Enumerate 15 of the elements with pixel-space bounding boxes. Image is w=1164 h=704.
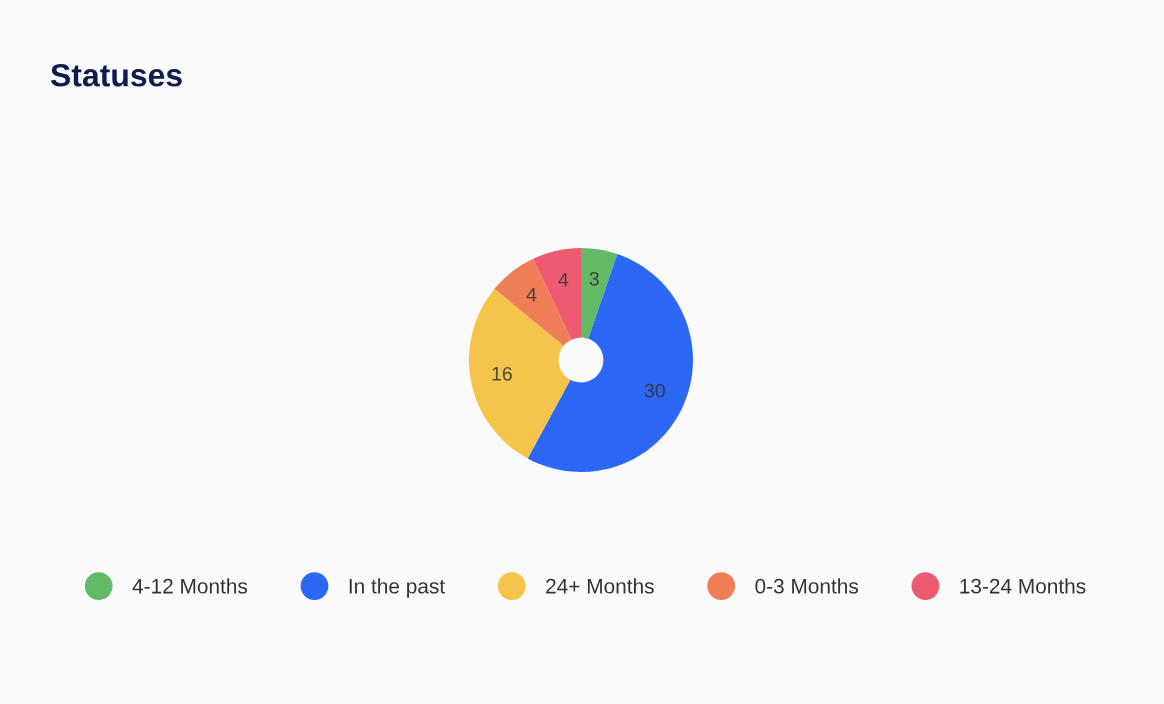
data-label: 4 <box>558 272 569 287</box>
legend-label: 4-12 Months <box>132 578 248 594</box>
donut-slice <box>494 258 572 346</box>
data-label: 4 <box>526 288 537 302</box>
legend-label: In the past <box>349 578 445 598</box>
donut-slice <box>469 288 571 459</box>
legend-label: 24+ Months <box>546 578 654 594</box>
legend-label: 0-3 Months <box>755 578 859 594</box>
data-label: 30 <box>644 383 665 398</box>
donut-slice <box>527 254 693 472</box>
data-label: 16 <box>492 366 512 381</box>
data-label: 3 <box>589 271 599 286</box>
chart-title: Statuses <box>50 63 182 87</box>
donut-slice <box>581 248 618 339</box>
legend-label: 13-24 Months <box>960 578 1086 594</box>
